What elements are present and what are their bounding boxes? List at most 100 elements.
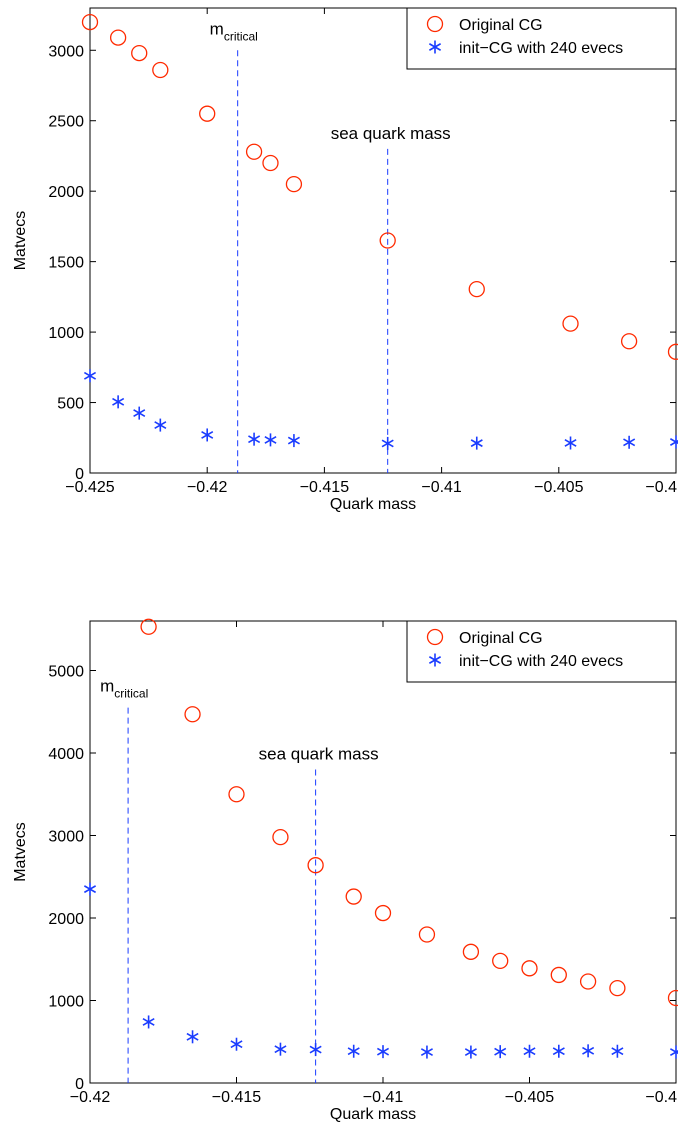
data-point-asterisk	[248, 432, 261, 446]
data-point-circle	[418, 926, 436, 943]
asterisk-stroke	[669, 438, 678, 445]
asterisk-stroke	[201, 431, 214, 439]
asterisk-stroke	[669, 1048, 678, 1055]
data-point-asterisk	[564, 436, 577, 450]
data-point-asterisk	[669, 435, 678, 449]
data-point-asterisk	[470, 436, 483, 450]
data-point-circle	[307, 857, 324, 874]
data-point-circle	[109, 29, 127, 46]
asterisk-stroke	[552, 1047, 565, 1056]
asterisk-stroke	[83, 885, 97, 894]
data-point-asterisk	[274, 1042, 287, 1056]
legend-box	[406, 7, 677, 70]
data-point-circle	[272, 829, 289, 846]
data-point-circle	[184, 706, 201, 723]
data-point-circle	[579, 973, 597, 990]
data-point-asterisk	[381, 436, 394, 450]
data-point-asterisk	[464, 1045, 477, 1059]
legend-marker-asterisk	[428, 653, 442, 667]
legend: Original CG init−CG with 240 evecs	[406, 620, 677, 683]
data-point-circle	[521, 960, 538, 977]
data-point-asterisk	[523, 1044, 536, 1058]
data-point-circle	[667, 989, 678, 1007]
data-point-asterisk	[186, 1030, 199, 1044]
asterisk-stroke	[420, 1048, 433, 1057]
annotation-main: m	[210, 19, 224, 38]
data-point-asterisk	[264, 433, 277, 447]
y-tick-label: 5000	[48, 664, 84, 681]
annotation-m-critical: mcritical	[100, 677, 148, 701]
series-init-cg	[83, 882, 678, 1059]
x-tick-label: −0.405	[534, 479, 583, 496]
asterisk-stroke	[248, 435, 261, 444]
annotation-subscript: critical	[224, 29, 258, 43]
data-point-circle	[345, 888, 362, 905]
asterisk-stroke	[264, 435, 277, 444]
data-point-circle	[140, 618, 157, 635]
data-point-asterisk	[201, 428, 214, 442]
data-point-circle	[492, 952, 509, 970]
series-init-cg	[83, 369, 678, 450]
x-tick-label: −0.4	[645, 479, 677, 496]
annotation-sea-quark-mass: sea quark mass	[331, 124, 451, 143]
asterisk-stroke	[112, 397, 125, 406]
data-point-circle	[620, 333, 638, 350]
x-tick-label: −0.41	[363, 1089, 404, 1106]
data-point-asterisk	[83, 882, 97, 896]
legend-entry: init−CG with 240 evecs	[459, 40, 623, 57]
data-point-asterisk	[309, 1043, 322, 1057]
data-point-asterisk	[154, 418, 167, 432]
asterisk-stroke	[287, 436, 300, 445]
legend-entry: Original CG	[459, 630, 543, 647]
data-point-circle	[245, 143, 263, 160]
asterisk-stroke	[376, 1047, 390, 1056]
series-original-cg	[81, 13, 678, 360]
y-tick-label: 4000	[48, 746, 84, 763]
asterisk-stroke	[154, 421, 167, 430]
y-tick-label: 2000	[48, 911, 84, 928]
data-point-circle	[262, 154, 279, 172]
data-point-circle	[550, 966, 567, 984]
plot-frame	[89, 620, 677, 1084]
asterisk-stroke	[347, 1047, 360, 1056]
asterisk-stroke	[230, 1040, 243, 1049]
y-axis-label: Matvecs	[12, 822, 29, 882]
data-point-asterisk	[347, 1044, 360, 1058]
data-point-asterisk	[494, 1045, 507, 1059]
data-point-asterisk	[112, 395, 125, 409]
asterisk-stroke	[582, 1046, 595, 1055]
data-point-asterisk	[582, 1044, 595, 1058]
data-point-circle	[285, 175, 303, 193]
asterisk-stroke	[274, 1045, 287, 1054]
asterisk-stroke	[611, 1047, 624, 1056]
data-point-circle	[152, 61, 169, 79]
annotation-sea-quark-mass: sea quark mass	[259, 745, 379, 764]
data-point-asterisk	[420, 1045, 433, 1059]
y-tick-label: 1000	[48, 325, 84, 342]
data-point-circle	[462, 943, 480, 960]
y-tick-label: 0	[75, 466, 84, 483]
data-point-circle	[228, 786, 245, 803]
plot-panel-2: −0.42 −0.415 −0.41 −0.405 −0.4 0 1000 2000 3000 4…	[12, 618, 678, 1123]
data-point-circle	[199, 105, 216, 122]
legend-box	[406, 620, 677, 683]
plot-frame	[89, 7, 677, 474]
x-tick-label: −0.4	[645, 1089, 677, 1106]
annotation-subscript: critical	[114, 687, 148, 701]
x-tick-label: −0.415	[212, 1089, 261, 1106]
data-point-asterisk	[376, 1045, 390, 1059]
data-point-asterisk	[611, 1044, 624, 1058]
x-tick-label: −0.405	[505, 1089, 554, 1106]
annotation-m-critical: mcritical	[210, 19, 258, 43]
plot-panel-1: −0.425 −0.42 −0.415 −0.41 −0.405 −0.4 0 500 1000…	[12, 7, 678, 513]
asterisk-stroke	[309, 1045, 322, 1054]
y-axis-label: Matvecs	[12, 211, 29, 271]
asterisk-stroke	[470, 439, 483, 448]
legend: Original CG init−CG with 240 evecs	[406, 7, 677, 70]
legend-marker-circle	[426, 15, 444, 33]
data-point-asterisk	[142, 1015, 155, 1029]
legend-entry: init−CG with 240 evecs	[459, 653, 623, 670]
asterisk-stroke	[428, 656, 442, 664]
legend-marker-circle	[426, 628, 444, 646]
